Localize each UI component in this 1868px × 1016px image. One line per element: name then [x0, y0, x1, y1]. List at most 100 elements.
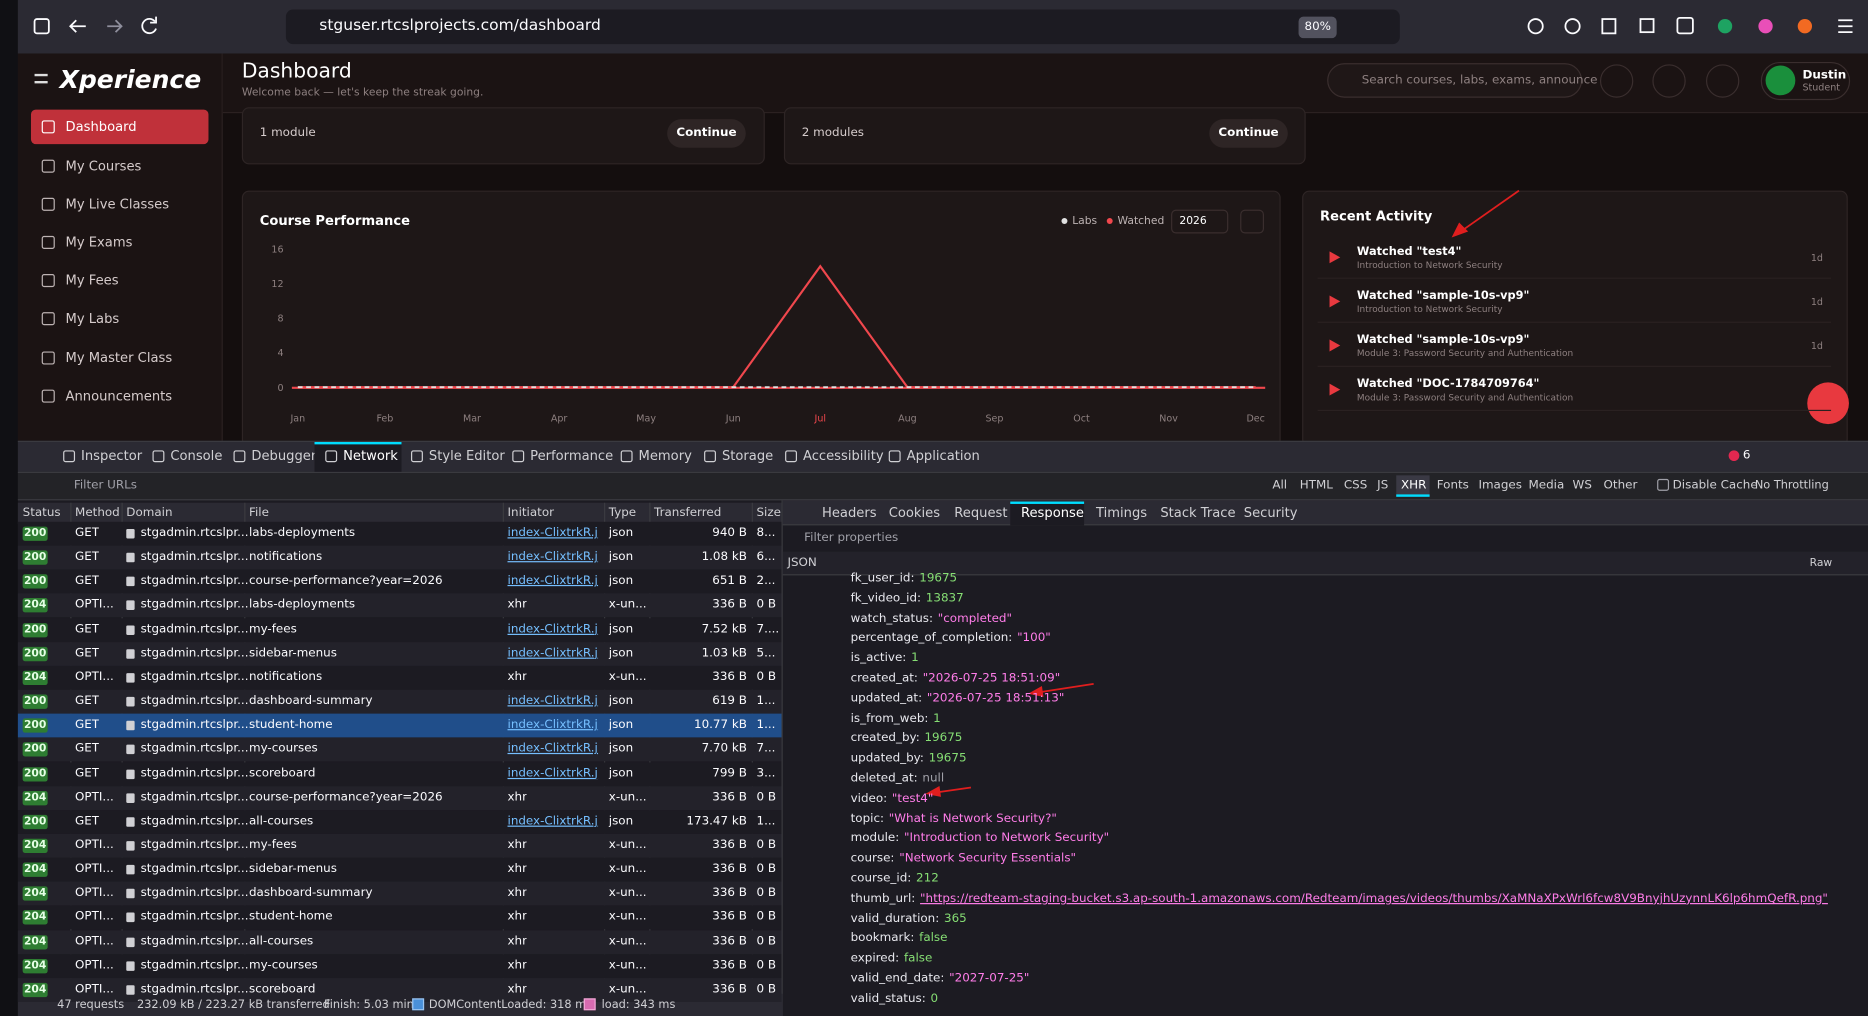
- panel-tab[interactable]: Stack Trace: [1160, 505, 1236, 521]
- url-bar[interactable]: [285, 9, 1400, 45]
- table-row[interactable]: [17, 857, 782, 882]
- filter-button[interactable]: Fonts: [1436, 478, 1469, 493]
- table-row[interactable]: [17, 833, 782, 858]
- disable-cache[interactable]: Disable Cache: [1672, 478, 1758, 493]
- table-row[interactable]: [17, 545, 782, 570]
- devtools-tab[interactable]: Performance: [530, 447, 614, 464]
- theme-button[interactable]: [1599, 64, 1634, 98]
- lock-icon: [126, 624, 135, 635]
- nav-item[interactable]: My Exams: [65, 234, 133, 251]
- json-value: "Introduction to Network Security": [904, 832, 1110, 846]
- devtools-tab[interactable]: Debugger: [251, 447, 317, 464]
- checkbox[interactable]: [1657, 478, 1670, 491]
- cell: index-ClixtrkR.j...: [507, 646, 599, 660]
- table-row[interactable]: [17, 785, 782, 810]
- year-select[interactable]: [1171, 209, 1229, 234]
- filter-properties[interactable]: Filter properties: [804, 531, 899, 545]
- bell-button[interactable]: [1652, 64, 1686, 98]
- cell: OPTI...: [75, 958, 114, 972]
- chat-button[interactable]: [1705, 64, 1740, 98]
- panel-tab[interactable]: Timings: [1096, 505, 1148, 521]
- panel-tab[interactable]: Request: [954, 505, 1008, 521]
- filter-button[interactable]: Media: [1528, 478, 1565, 493]
- nav-item[interactable]: My Labs: [65, 310, 120, 327]
- continue-label[interactable]: Continue: [676, 126, 737, 140]
- table-row[interactable]: [17, 905, 782, 930]
- year-label[interactable]: 2026: [1179, 215, 1207, 228]
- table-row[interactable]: [17, 689, 782, 714]
- cell: stgadmin.rtcslpr...: [140, 910, 249, 924]
- json-key: created_at:: [850, 671, 918, 686]
- filter-button[interactable]: WS: [1572, 478, 1592, 493]
- devtools-tab[interactable]: Console: [170, 447, 223, 464]
- filter-button[interactable]: Other: [1603, 478, 1638, 493]
- continue-label[interactable]: Continue: [1218, 126, 1279, 140]
- table-row[interactable]: [17, 521, 782, 546]
- table-row[interactable]: [17, 641, 782, 666]
- table-row[interactable]: [17, 977, 782, 1002]
- devtools-tab[interactable]: Application: [906, 447, 980, 464]
- cell: course-performance?year=2026: [248, 574, 443, 588]
- cell: json: [608, 550, 634, 564]
- activity-time: 1d: [1810, 252, 1823, 264]
- filter-button[interactable]: XHR: [1401, 478, 1427, 493]
- filter-urls[interactable]: Filter URLs: [73, 478, 138, 493]
- cell: stgadmin.rtcslpr...: [140, 838, 249, 852]
- activity-item: [1317, 238, 1832, 279]
- nav-item[interactable]: My Live Classes: [65, 196, 170, 213]
- table-row[interactable]: [17, 665, 782, 690]
- table-row[interactable]: [17, 617, 782, 642]
- expand-button[interactable]: [1240, 209, 1265, 234]
- table-row[interactable]: [17, 809, 782, 834]
- nav-item[interactable]: My Fees: [65, 272, 119, 289]
- table-row[interactable]: [17, 569, 782, 594]
- user-chip[interactable]: [1760, 61, 1851, 101]
- table-row[interactable]: [17, 929, 782, 954]
- panel-tab[interactable]: Cookies: [888, 505, 941, 521]
- devtools-tab[interactable]: Style Editor: [428, 447, 505, 464]
- status-badge: [22, 550, 48, 565]
- search-box[interactable]: [1327, 63, 1583, 98]
- devtools-tab[interactable]: Network: [343, 447, 398, 464]
- float-chat[interactable]: [1807, 382, 1849, 425]
- json-key: valid_status:: [850, 992, 926, 1006]
- nav-item[interactable]: My Master Class: [65, 350, 173, 366]
- cell: stgadmin.rtcslpr...: [140, 670, 249, 684]
- lock-icon: [126, 648, 135, 659]
- zoom: 80%: [1304, 20, 1331, 34]
- continue-button[interactable]: Continue: [667, 119, 746, 148]
- devtools-tab[interactable]: Storage: [721, 447, 774, 464]
- table-row[interactable]: [17, 593, 782, 618]
- throttling[interactable]: No Throttling: [1754, 478, 1829, 493]
- x-tick-label: Jul: [814, 414, 826, 425]
- panel-tab[interactable]: Headers: [822, 505, 877, 521]
- filter-button[interactable]: CSS: [1343, 478, 1368, 493]
- table-row[interactable]: [17, 761, 782, 786]
- zoom-badge[interactable]: [1298, 16, 1337, 39]
- devtools-tab[interactable]: Accessibility: [802, 447, 884, 464]
- nav-item[interactable]: Dashboard: [65, 119, 137, 135]
- table-row[interactable]: [17, 881, 782, 906]
- panel-tab[interactable]: Response: [1020, 505, 1084, 521]
- devtools-tab[interactable]: Memory: [638, 447, 692, 464]
- table-row[interactable]: [17, 737, 782, 762]
- table-row[interactable]: [17, 713, 782, 738]
- devtools-tab[interactable]: Inspector: [81, 447, 143, 464]
- filter-button[interactable]: JS: [1377, 478, 1389, 493]
- url[interactable]: stguser.rtcslprojects.com/dashboard: [319, 16, 601, 35]
- column-header: [17, 502, 783, 525]
- panel-tab[interactable]: Security: [1243, 505, 1298, 521]
- nav-item[interactable]: Announcements: [65, 388, 173, 404]
- transferred: 173.47 kB: [686, 814, 747, 828]
- cell: index-ClixtrkR.j...: [507, 742, 599, 756]
- nav-item[interactable]: My Courses: [65, 158, 142, 174]
- filter-button[interactable]: All: [1272, 478, 1288, 493]
- filter-button[interactable]: Images: [1478, 478, 1522, 493]
- table-row[interactable]: [17, 953, 782, 978]
- lock-icon: [126, 744, 135, 755]
- lock-icon: [126, 792, 135, 803]
- x-tick-label: Sep: [985, 414, 1003, 425]
- continue-button[interactable]: Continue: [1209, 119, 1288, 148]
- filter-button[interactable]: HTML: [1299, 478, 1333, 493]
